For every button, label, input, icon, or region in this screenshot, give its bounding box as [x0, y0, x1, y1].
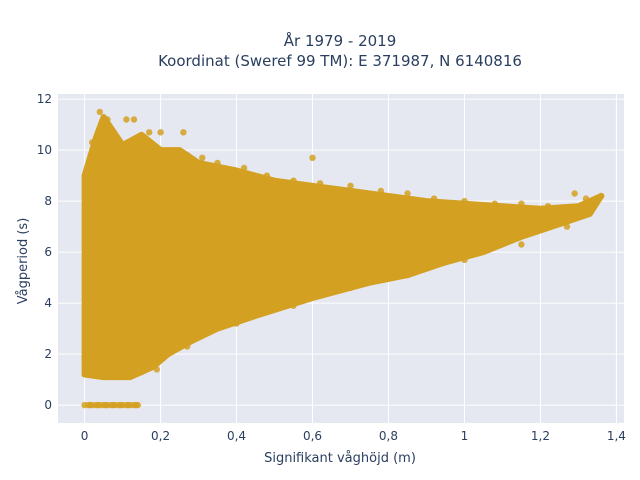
data-point — [199, 154, 206, 161]
data-point — [240, 164, 248, 172]
data-point — [127, 149, 134, 156]
data-point — [102, 401, 109, 409]
data-point — [491, 200, 498, 207]
y-tick-label: 10 — [37, 143, 52, 157]
y-tick-label: 6 — [44, 245, 52, 259]
data-point — [87, 401, 94, 409]
data-point — [290, 302, 297, 309]
x-tick-label: 1,2 — [531, 429, 550, 443]
y-tick-label: 8 — [44, 194, 52, 208]
data-point — [263, 172, 271, 179]
tick-labels: 0 0,2 0,4 0,6 0,8 1 1,2 1,4 0 2 4 6 8 10 12 — [37, 92, 626, 443]
data-point — [180, 129, 187, 136]
data-point — [119, 371, 126, 378]
data-point — [89, 139, 96, 146]
data-point — [153, 366, 160, 373]
x-tick-label: 0,8 — [379, 429, 398, 443]
data-point — [96, 108, 104, 116]
data-point — [214, 159, 221, 167]
data-point — [109, 401, 117, 409]
data-point — [404, 190, 411, 197]
data-point — [233, 320, 240, 327]
y-tick-label: 4 — [44, 296, 52, 310]
x-axis-title: Signifikant våghöjd (m) — [264, 451, 416, 466]
data-point — [571, 190, 578, 197]
data-point — [104, 116, 111, 123]
chart-title-line1: År 1979 - 2019 — [284, 31, 397, 50]
data-point — [125, 401, 132, 409]
data-point — [184, 343, 191, 350]
data-point — [582, 195, 590, 202]
data-point — [579, 208, 586, 215]
point-cloud-area — [81, 114, 605, 381]
x-tick-label: 1 — [461, 429, 469, 443]
x-tick-label: 0,4 — [227, 429, 246, 443]
data-point — [184, 152, 191, 159]
data-point — [146, 129, 153, 136]
data-point — [81, 353, 88, 360]
data-point — [89, 368, 96, 376]
data-point — [518, 200, 525, 207]
data-point — [132, 401, 140, 409]
data-point — [309, 154, 316, 161]
data-point — [117, 401, 124, 409]
data-point — [598, 192, 605, 200]
x-tick-label: 0,6 — [303, 429, 322, 443]
data-point — [461, 256, 468, 263]
data-point — [130, 116, 138, 123]
y-tick-label: 12 — [37, 92, 52, 106]
x-tick-label: 1,4 — [607, 429, 626, 443]
data-point — [563, 223, 571, 230]
data-point — [544, 203, 552, 210]
data-point — [94, 401, 102, 409]
data-point — [430, 195, 438, 202]
data-point — [347, 182, 354, 189]
data-point — [377, 187, 385, 195]
data-point — [404, 271, 411, 279]
chart-title-line2: Koordinat (Sweref 99 TM): E 371987, N 61… — [158, 52, 522, 70]
data-point — [100, 129, 107, 136]
data-point — [347, 284, 354, 291]
data-point — [85, 363, 92, 371]
data-point — [290, 177, 297, 184]
data-point — [123, 116, 130, 123]
data-point — [461, 197, 468, 205]
y-tick-label: 2 — [44, 347, 52, 361]
data-point — [100, 371, 107, 378]
data-point — [518, 241, 525, 248]
y-axis-title: Vågperiod (s) — [16, 218, 31, 305]
grid-lines — [58, 94, 624, 423]
x-tick-label: 0 — [81, 429, 89, 443]
data-point — [157, 129, 164, 136]
y-tick-label: 0 — [44, 398, 52, 412]
data-point — [130, 144, 138, 151]
data-point — [316, 180, 324, 187]
data-point — [138, 368, 145, 376]
data-layer — [81, 108, 605, 409]
x-tick-label: 0,2 — [151, 429, 170, 443]
